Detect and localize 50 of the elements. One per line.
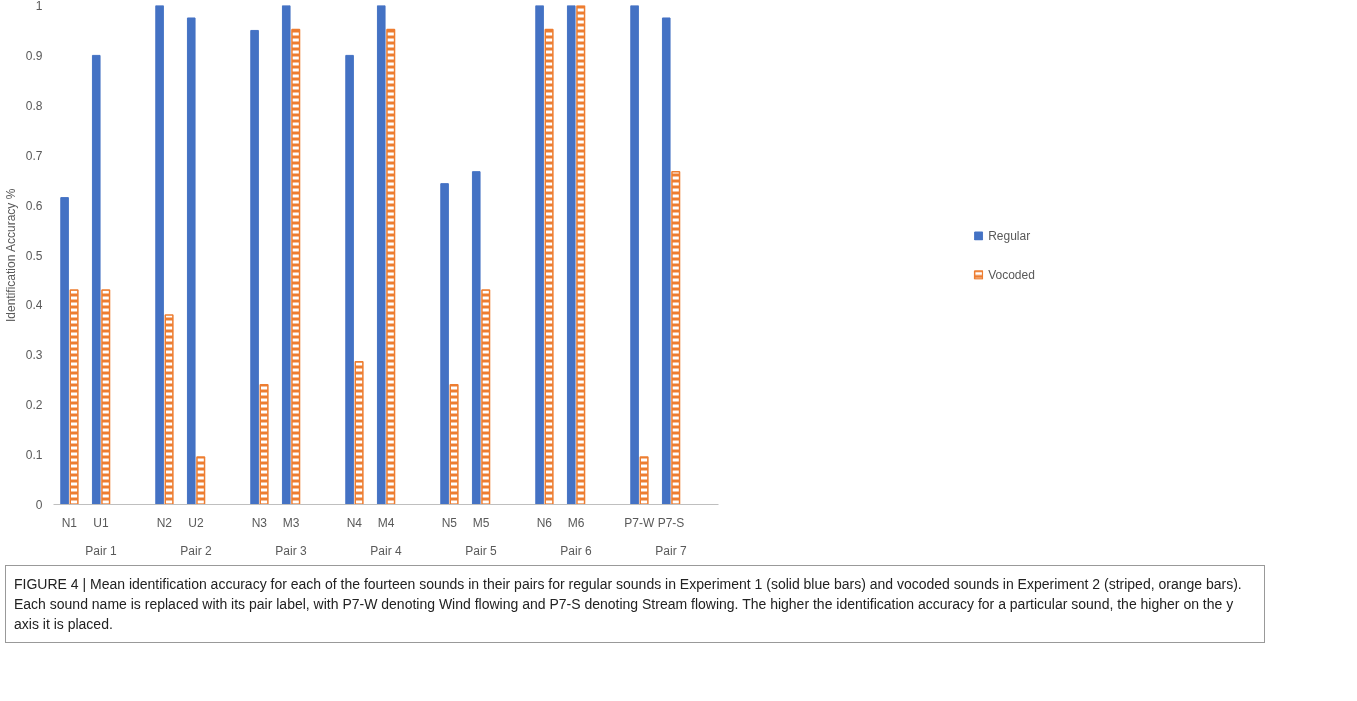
bar (376, 5, 386, 505)
x-tick-label: P7-S (657, 515, 685, 530)
bar (91, 54, 101, 505)
x-tick-label: N6 (536, 515, 553, 530)
y-tick-label: 0.3 (25, 348, 43, 363)
bar (186, 17, 196, 505)
y-tick-label: 0.5 (25, 248, 43, 263)
text: Pair 1 (85, 543, 117, 558)
y-tick-label: 0.1 (25, 448, 43, 463)
y-tick-label: 0.9 (25, 48, 43, 63)
legend-label: Regular (988, 228, 1031, 242)
x-tick-label: M6 (567, 515, 585, 530)
y-tick-label: 0.8 (25, 98, 43, 113)
x-tick-label: M3 (282, 515, 300, 530)
x-tick-label: N1 (61, 515, 78, 530)
text: Pair 5 (465, 543, 497, 558)
bar (471, 171, 481, 505)
x-tick-label: N5 (441, 515, 458, 530)
bar (566, 5, 576, 505)
bar (281, 5, 291, 505)
x-tick-label: M4 (377, 515, 395, 530)
x-tick-label: N4 (346, 515, 363, 530)
bar (661, 17, 671, 505)
bar (250, 29, 259, 505)
text: Pair 4 (370, 543, 402, 558)
bar (630, 5, 639, 505)
text: Pair 3 (275, 543, 307, 558)
text: Pair 2 (180, 543, 212, 558)
bar (440, 183, 449, 505)
x-tick-label: N3 (251, 515, 268, 530)
caption: FIGURE 4 | Mean identification accuracy for each of the fourteen sounds in their pairs for regular sounds in Experiment 1 (solid blue bars) and vocoded sounds in Experiment 2 (striped, orange bars). Each sound name is replaced with its pair label, with P7-W denoting Wind flowing and P7-S denoting Stream flowing. The higher the identification accuracy for a particular sound, the higher on the y axis it is placed. (14, 575, 1243, 634)
x-tick-label: N2 (156, 515, 173, 530)
y-tick-label: 0.2 (25, 398, 43, 413)
y-tick-label: 0.4 (25, 298, 43, 313)
text: Pair 7 (655, 543, 687, 558)
bar (535, 5, 544, 505)
bar (345, 54, 354, 505)
y-tick-label: 0 (35, 498, 43, 512)
legend-label: Vocoded (988, 267, 1035, 281)
x-tick-label: U2 (188, 515, 204, 530)
bar (60, 197, 69, 505)
bar (155, 5, 164, 505)
text: Pair 6 (560, 543, 592, 558)
x-tick-label: U1 (93, 515, 109, 530)
y-tick-label: 0.6 (25, 198, 43, 213)
y-axis-title: Identification Accuracy % (3, 188, 18, 323)
y-tick-label: 1 (35, 0, 43, 13)
x-tick-label: P7-W (624, 515, 656, 530)
x-tick-label: M5 (472, 515, 490, 530)
y-tick-label: 0.7 (25, 148, 43, 163)
